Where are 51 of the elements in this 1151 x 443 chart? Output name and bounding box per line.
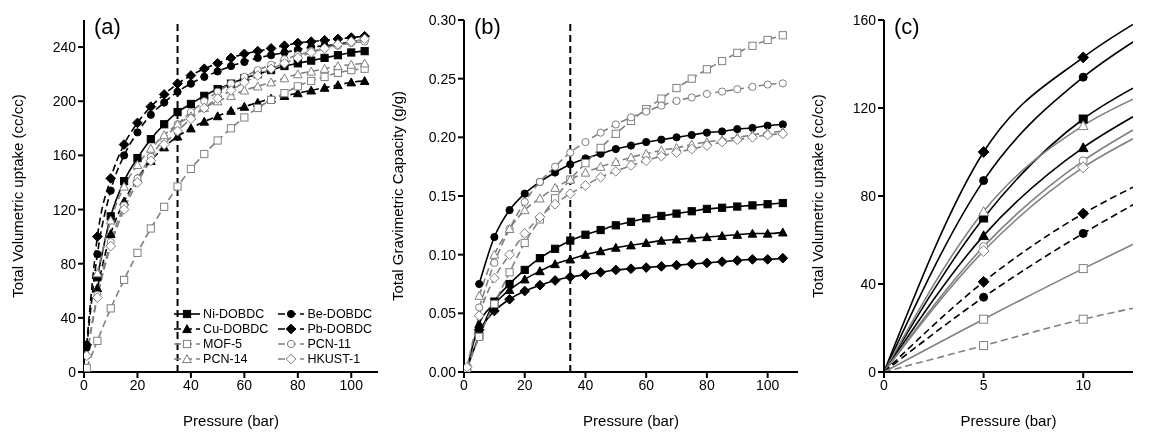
y-tick-label: 0 [68, 363, 77, 380]
annotation: (b) [474, 14, 501, 40]
y-tick-label: 0.00 [428, 363, 457, 380]
y-tick-label: 40 [60, 309, 77, 326]
x-tick-label: 0 [880, 376, 889, 393]
x-tick-label: 80 [699, 376, 715, 393]
x-axis-title: Pressure (bar) [183, 412, 279, 429]
x-tick-label: 80 [290, 376, 306, 393]
y-tick-label: 80 [860, 187, 877, 204]
x-tick-label: 40 [577, 376, 594, 393]
legend-label: MOF-5 [203, 337, 242, 351]
y-tick-label: 0.30 [428, 11, 457, 28]
legend-label: HKUST-1 [307, 352, 361, 366]
x-tick-label: 0 [460, 376, 469, 393]
annotation: (c) [894, 14, 920, 40]
y-tick-label: 200 [52, 93, 77, 110]
x-tick-label: 0 [80, 376, 89, 393]
x-tick-label: 100 [339, 376, 364, 393]
x-tick-label: 10 [1075, 376, 1092, 393]
x-tick-label: 40 [183, 376, 199, 393]
x-tick-label: 20 [516, 376, 533, 393]
y-tick-label: 0.20 [428, 129, 457, 146]
y-tick-label: 40 [860, 275, 877, 292]
y-tick-label: 120 [52, 201, 77, 218]
legend-label: Cu-DOBDC [203, 322, 269, 336]
y-axis-title: Total Volumetric uptake (cc/cc) [809, 94, 827, 298]
y-axis-title: Total Volumetric uptake (cc/cc) [9, 94, 27, 298]
x-axis-title: Pressure (bar) [960, 412, 1057, 429]
y-axis-title: Total Gravimetric Capacity (g/g) [389, 90, 407, 302]
y-tick-label: 80 [60, 255, 77, 272]
y-tick-label: 0 [868, 363, 877, 380]
legend-label: PCN-11 [307, 337, 351, 351]
y-tick-label: 160 [852, 11, 877, 28]
x-tick-label: 20 [129, 376, 146, 393]
y-tick-label: 120 [852, 99, 877, 116]
y-tick-label: 0.05 [428, 305, 457, 322]
y-tick-label: 0.25 [428, 70, 457, 87]
annotation: (a) [94, 14, 121, 40]
legend-label: Be-DOBDC [307, 307, 372, 321]
x-axis-title: Pressure (bar) [583, 412, 679, 429]
y-tick-label: 0.10 [428, 246, 457, 263]
x-tick-label: 60 [638, 376, 655, 393]
y-tick-label: 240 [52, 39, 77, 56]
y-tick-label: 0.15 [428, 187, 457, 204]
x-tick-label: 5 [979, 376, 988, 393]
legend-label: PCN-14 [203, 352, 248, 366]
y-tick-label: 160 [52, 147, 77, 164]
x-tick-label: 60 [236, 376, 253, 393]
legend-label: Pb-DOBDC [307, 322, 372, 336]
legend-label: Ni-DOBDC [203, 307, 265, 321]
x-tick-label: 100 [755, 376, 780, 393]
